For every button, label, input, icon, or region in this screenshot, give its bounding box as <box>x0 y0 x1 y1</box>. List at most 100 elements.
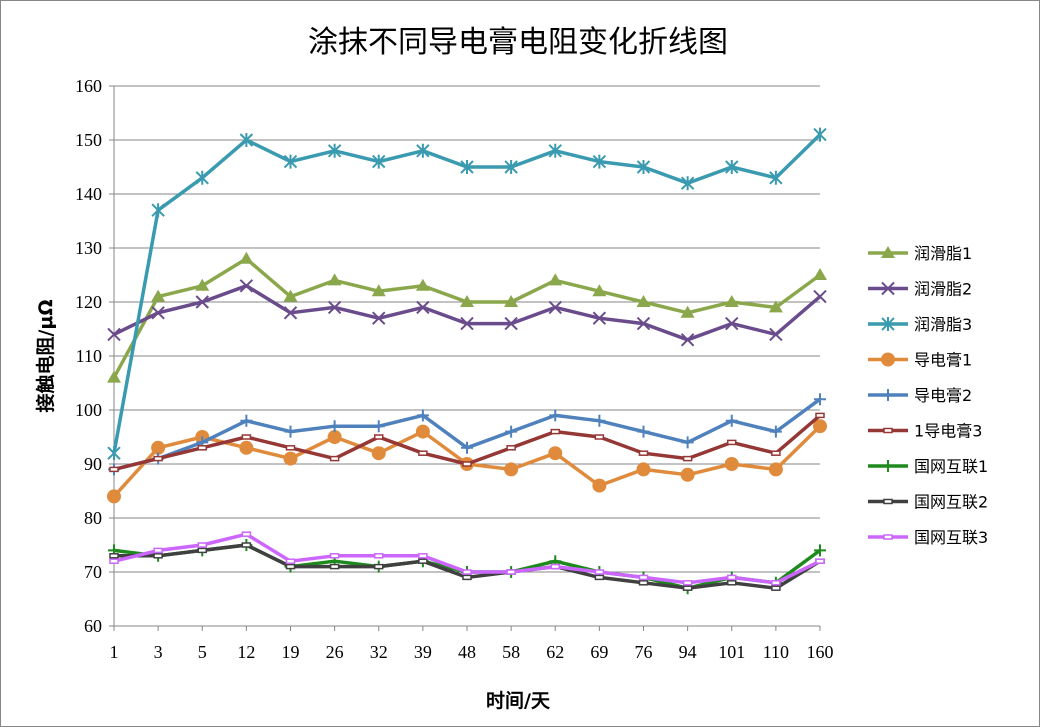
y-tick-label: 110 <box>76 346 102 366</box>
data-point-marker <box>814 544 826 557</box>
data-point-marker <box>725 160 739 174</box>
legend-item-7: 国网互联1 <box>868 457 988 476</box>
legend-item-4: 导电膏1 <box>868 351 972 370</box>
gridlines <box>114 85 820 627</box>
data-point-marker <box>374 434 384 440</box>
data-point-marker <box>329 553 340 559</box>
data-point-marker <box>592 478 607 493</box>
legend-item-2: 润滑脂2 <box>868 280 972 299</box>
data-point-marker <box>882 460 894 472</box>
data-point-marker <box>881 281 895 296</box>
legend-label: 国网互联3 <box>914 528 988 547</box>
legend-item-5: 导电膏2 <box>868 386 972 405</box>
data-point-marker <box>813 127 827 142</box>
data-point-marker <box>724 457 739 471</box>
data-point-marker <box>768 300 783 313</box>
series-9 <box>109 531 825 586</box>
data-point-marker <box>883 534 893 540</box>
data-point-marker <box>506 445 516 451</box>
data-point-marker <box>814 393 826 406</box>
data-point-marker <box>153 553 163 559</box>
legend-label-text: 国网互联3 <box>914 528 988 547</box>
legend-item-9: 国网互联3 <box>868 528 988 547</box>
data-point-marker <box>195 295 209 309</box>
legend-label: 润滑脂2 <box>914 280 972 299</box>
data-point-marker <box>727 439 737 446</box>
axes: 60 70 80 90 100 110 120 130 140 150 160 1 3 5 12 19 26 32… <box>75 76 834 662</box>
data-point-marker <box>107 489 121 504</box>
data-point-marker <box>197 547 207 554</box>
data-point-marker <box>815 412 825 419</box>
data-point-marker <box>636 316 651 331</box>
data-point-marker <box>460 316 474 331</box>
data-point-marker <box>548 446 563 461</box>
x-tick-label: 5 <box>198 642 207 662</box>
data-point-marker <box>504 295 519 307</box>
data-point-marker <box>881 246 895 258</box>
x-tick-label: 19 <box>282 642 300 662</box>
data-point-marker <box>769 170 783 185</box>
data-point-marker <box>372 420 385 433</box>
legend-label-text: 润滑脂1 <box>914 244 972 263</box>
x-tick-label: 26 <box>326 642 344 662</box>
legend-label: 导电膏2 <box>914 386 972 405</box>
data-point-marker <box>372 311 386 325</box>
series-line <box>112 257 822 379</box>
data-point-marker <box>240 414 253 427</box>
legend-label: 润滑脂3 <box>914 315 972 334</box>
x-tick-label: 12 <box>237 642 255 662</box>
data-point-marker <box>197 542 207 548</box>
data-point-marker <box>151 289 166 302</box>
data-point-marker <box>460 295 474 307</box>
data-point-marker <box>680 176 695 191</box>
x-axis-title: 时间/天 <box>486 690 551 712</box>
data-point-marker <box>327 143 342 158</box>
y-tick-label: 60 <box>84 616 102 636</box>
data-point-marker <box>239 133 254 147</box>
data-point-marker <box>548 273 563 286</box>
x-tick-label: 110 <box>763 642 789 662</box>
x-tick-label: 58 <box>502 642 520 662</box>
x-tick-label: 48 <box>458 642 476 662</box>
legend-label-text: 国网互联1 <box>914 457 988 476</box>
data-point-marker <box>504 316 518 331</box>
data-point-marker <box>153 455 163 462</box>
data-point-marker <box>771 585 781 591</box>
data-point-marker <box>284 425 297 438</box>
data-point-marker <box>681 436 694 449</box>
data-point-marker <box>418 450 428 456</box>
series-line <box>113 284 822 342</box>
data-point-marker <box>592 311 607 325</box>
y-tick-label: 120 <box>75 292 102 312</box>
data-point-marker <box>682 455 693 462</box>
legend-label-text: 润滑脂3 <box>914 315 972 334</box>
data-point-marker <box>462 461 472 467</box>
data-point-marker <box>327 430 342 444</box>
data-point-marker <box>638 580 649 586</box>
data-point-marker <box>505 425 518 438</box>
data-point-marker <box>285 563 296 570</box>
data-point-marker <box>153 547 163 554</box>
data-point-marker <box>239 279 254 293</box>
data-point-marker <box>813 289 827 304</box>
data-point-marker <box>549 409 562 422</box>
legend-label: 1导电膏3 <box>914 422 982 441</box>
y-tick-label: 70 <box>84 562 102 582</box>
data-point-marker <box>372 154 386 169</box>
data-point-marker <box>374 563 384 570</box>
series-3 <box>107 127 827 461</box>
data-point-marker <box>550 563 560 570</box>
data-point-marker <box>285 558 296 564</box>
data-point-marker <box>415 424 430 439</box>
data-point-marker <box>241 434 252 440</box>
legend-label-text: 润滑脂2 <box>914 280 972 299</box>
data-point-marker <box>594 569 605 575</box>
data-point-marker <box>151 440 166 455</box>
data-point-marker <box>638 574 649 581</box>
legend-label-text: 导电膏1 <box>914 351 972 370</box>
data-point-marker <box>107 327 121 342</box>
legend-label-text: 国网互联2 <box>914 493 988 512</box>
legend-label-text: 导电膏2 <box>914 386 972 405</box>
data-point-marker <box>771 450 781 456</box>
